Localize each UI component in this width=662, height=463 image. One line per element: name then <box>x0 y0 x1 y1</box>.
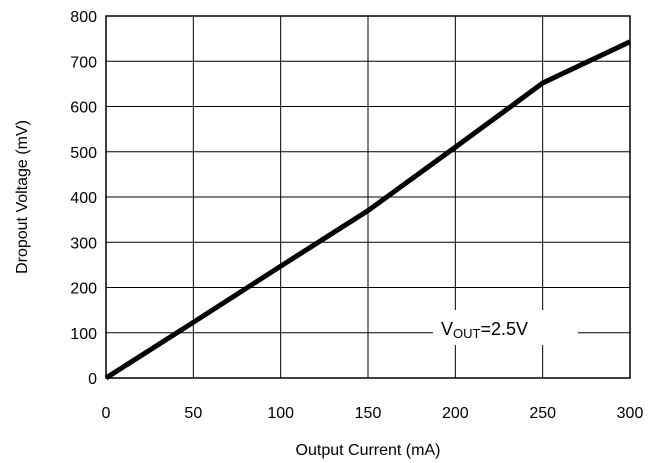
vout-annotation-subscript: OUT <box>453 326 481 341</box>
y-axis-label: Dropout Voltage (mV) <box>14 120 31 274</box>
y-tick-label: 500 <box>70 145 97 162</box>
vout-annotation-main: V <box>441 319 453 339</box>
y-tick-label: 200 <box>70 281 97 298</box>
y-tick-label: 400 <box>70 190 97 207</box>
series-layer <box>104 39 632 381</box>
x-tick-label: 0 <box>102 405 111 422</box>
y-tick-label: 100 <box>70 326 97 343</box>
y-tick-label: 800 <box>70 9 97 26</box>
x-tick-label: 300 <box>617 405 644 422</box>
series-line <box>104 39 632 381</box>
y-tick-label: 0 <box>88 371 97 388</box>
y-tick-label: 600 <box>70 100 97 117</box>
annotation-background <box>433 310 578 345</box>
y-tick-labels: 0 100 200 300 400 500 600 700 800 <box>70 9 97 388</box>
x-tick-label: 100 <box>267 405 294 422</box>
plot-frame <box>105 15 631 379</box>
x-tick-label: 200 <box>442 405 469 422</box>
x-tick-labels: 0 50 100 150 200 250 300 <box>102 405 644 422</box>
y-tick-label: 300 <box>70 235 97 252</box>
x-tick-label: 50 <box>184 405 202 422</box>
vout-annotation-suffix: =2.5V <box>480 319 528 339</box>
vout-annotation: VOUT=2.5V <box>441 319 528 341</box>
x-axis-label: Output Current (mA) <box>296 442 441 459</box>
x-tick-label: 250 <box>529 405 556 422</box>
x-tick-label: 150 <box>355 405 382 422</box>
grid <box>106 16 630 378</box>
y-tick-label: 700 <box>70 54 97 71</box>
